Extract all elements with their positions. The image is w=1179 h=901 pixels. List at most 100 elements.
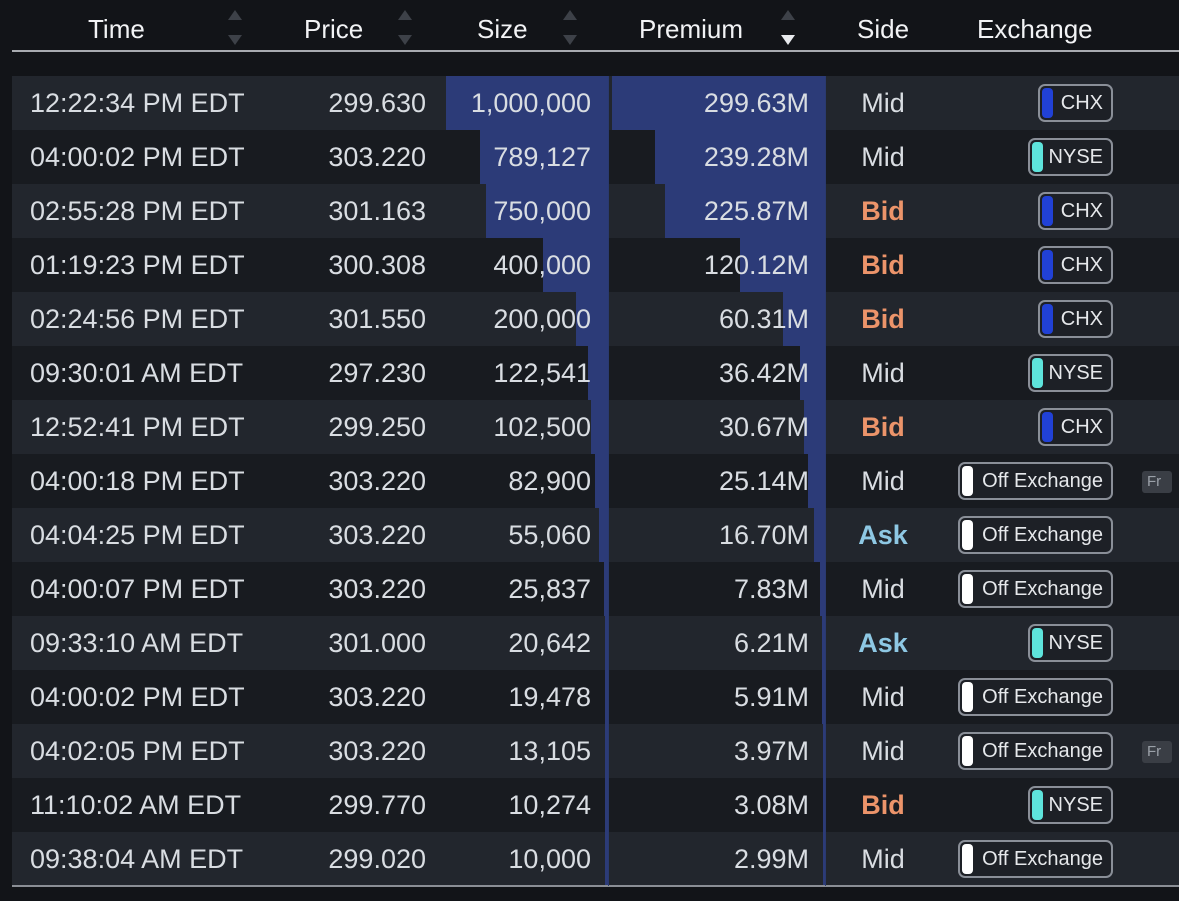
exchange-color-icon (962, 844, 973, 874)
table-row[interactable]: 09:30:01 AM EDT 297.230 122,541 36.42M Mid NY… (12, 346, 1179, 400)
trade-premium: 239.28M (703, 142, 809, 172)
table-row[interactable]: 04:02:05 PM EDT 303.220 13,105 3.97M Mid Off … (12, 724, 1179, 778)
exchange-badge[interactable]: Off Exchange (958, 570, 1113, 608)
sort-arrows-icon[interactable] (398, 8, 412, 48)
exchange-label: NYSE (1048, 362, 1103, 384)
size-bar (605, 724, 608, 778)
sort-descending-icon[interactable] (781, 8, 795, 48)
table-row[interactable]: 04:00:18 PM EDT 303.220 82,900 25.14M Mid Off… (12, 454, 1179, 508)
table-row[interactable]: 04:00:07 PM EDT 303.220 25,837 7.83M Mid Off … (12, 562, 1179, 616)
exchange-color-icon (962, 574, 973, 604)
size-bar (486, 184, 608, 238)
column-header-exchange[interactable]: Exchange (977, 12, 1093, 46)
exchange-label: Off Exchange (982, 578, 1103, 600)
premium-bar (783, 292, 826, 346)
exchange-badge[interactable]: CHX (1038, 246, 1113, 284)
column-label-exchange: Exchange (977, 13, 1093, 44)
trade-side: Bid (861, 790, 905, 820)
table-row[interactable]: 12:52:41 PM EDT 299.250 102,500 30.67M Bid CH… (12, 400, 1179, 454)
premium-bar (820, 562, 826, 616)
exchange-color-icon (962, 466, 973, 496)
trade-time: 02:24:56 PM EDT (30, 304, 245, 334)
exchange-badge[interactable]: Off Exchange (958, 678, 1113, 716)
size-bar (604, 562, 608, 616)
table-row[interactable]: 09:38:04 AM EDT 299.020 10,000 2.99M Mid Off … (12, 832, 1179, 886)
trade-side: Bid (861, 250, 905, 280)
trade-time: 09:33:10 AM EDT (30, 628, 244, 658)
exchange-color-icon (1042, 250, 1053, 280)
exchange-badge[interactable]: NYSE (1028, 138, 1113, 176)
size-bar (576, 292, 608, 346)
exchange-badge[interactable]: NYSE (1028, 624, 1113, 662)
size-bar (588, 346, 608, 400)
sort-arrows-icon[interactable] (563, 8, 577, 48)
exchange-badge[interactable]: Off Exchange (958, 732, 1113, 770)
sort-arrows-icon[interactable] (228, 8, 242, 48)
trade-side: Mid (861, 574, 905, 604)
exchange-badge[interactable]: Off Exchange (958, 840, 1113, 878)
exchange-badge[interactable]: Off Exchange (958, 462, 1113, 500)
exchange-badge[interactable]: Off Exchange (958, 516, 1113, 554)
trade-size: 789,127 (493, 142, 591, 172)
table-header: Time Price Size Premium Side Exchange (12, 0, 1179, 52)
column-header-premium[interactable]: Premium (639, 12, 743, 46)
trade-price: 301.550 (328, 304, 426, 334)
table-row[interactable]: 04:04:25 PM EDT 303.220 55,060 16.70M Ask Off… (12, 508, 1179, 562)
column-header-price[interactable]: Price (304, 12, 363, 46)
premium-bar (822, 616, 826, 670)
exchange-color-icon (1042, 88, 1053, 118)
column-header-time[interactable]: Time (88, 12, 145, 46)
exchange-color-icon (1032, 358, 1043, 388)
trade-price: 303.220 (328, 142, 426, 172)
trade-premium: 36.42M (718, 358, 809, 388)
table-row[interactable]: 11:10:02 AM EDT 299.770 10,274 3.08M Bid NYSE (12, 778, 1179, 832)
exchange-label: Off Exchange (982, 848, 1103, 870)
table-row[interactable]: 12:22:34 PM EDT 299.630 1,000,000 299.63M Mi… (12, 76, 1179, 130)
exchange-badge[interactable]: NYSE (1028, 354, 1113, 392)
trade-price: 299.020 (328, 844, 426, 874)
column-label-time: Time (88, 13, 145, 44)
exchange-badge[interactable]: CHX (1038, 300, 1113, 338)
trade-size: 55,060 (508, 520, 591, 550)
trade-side: Bid (861, 196, 905, 226)
trade-flag-badge: Fr (1142, 741, 1172, 763)
trade-time: 01:19:23 PM EDT (30, 250, 245, 280)
trade-size: 20,642 (508, 628, 591, 658)
trade-time: 04:00:18 PM EDT (30, 466, 245, 496)
exchange-label: NYSE (1048, 632, 1103, 654)
exchange-badge[interactable]: NYSE (1028, 786, 1113, 824)
premium-bar (740, 238, 826, 292)
table-row[interactable]: 02:55:28 PM EDT 301.163 750,000 225.87M Bid C… (12, 184, 1179, 238)
trade-time: 04:02:05 PM EDT (30, 736, 245, 766)
size-bar (605, 670, 608, 724)
exchange-label: CHX (1060, 416, 1103, 438)
trade-price: 303.220 (328, 466, 426, 496)
column-label-price: Price (304, 13, 364, 44)
trade-size: 19,478 (508, 682, 591, 712)
trade-price: 303.220 (328, 520, 426, 550)
trade-side: Mid (861, 844, 905, 874)
table-row[interactable]: 04:00:02 PM EDT 303.220 19,478 5.91M Mid Off … (12, 670, 1179, 724)
trade-premium: 60.31M (718, 304, 809, 334)
table-row[interactable]: 09:33:10 AM EDT 301.000 20,642 6.21M Ask NYSE (12, 616, 1179, 670)
table-row[interactable]: 02:24:56 PM EDT 301.550 200,000 60.31M Bid CH… (12, 292, 1179, 346)
trade-time: 09:30:01 AM EDT (30, 358, 244, 388)
exchange-badge[interactable]: CHX (1038, 84, 1113, 122)
exchange-label: Off Exchange (982, 470, 1103, 492)
column-header-size[interactable]: Size (477, 12, 528, 46)
trade-price: 301.163 (328, 196, 426, 226)
exchange-label: CHX (1060, 92, 1103, 114)
exchange-label: CHX (1060, 308, 1103, 330)
exchange-badge[interactable]: CHX (1038, 192, 1113, 230)
trade-side: Ask (858, 628, 908, 658)
column-header-side[interactable]: Side (857, 12, 909, 46)
table-row[interactable]: 01:19:23 PM EDT 300.308 400,000 120.12M Bid C… (12, 238, 1179, 292)
premium-bar (823, 724, 826, 778)
exchange-label: Off Exchange (982, 524, 1103, 546)
trade-time: 02:55:28 PM EDT (30, 196, 245, 226)
table-row[interactable]: 04:00:02 PM EDT 303.220 789,127 239.28M Mid N… (12, 130, 1179, 184)
table-footer-divider (12, 885, 1179, 887)
premium-bar (814, 508, 826, 562)
exchange-badge[interactable]: CHX (1038, 408, 1113, 446)
premium-bar (665, 184, 826, 238)
